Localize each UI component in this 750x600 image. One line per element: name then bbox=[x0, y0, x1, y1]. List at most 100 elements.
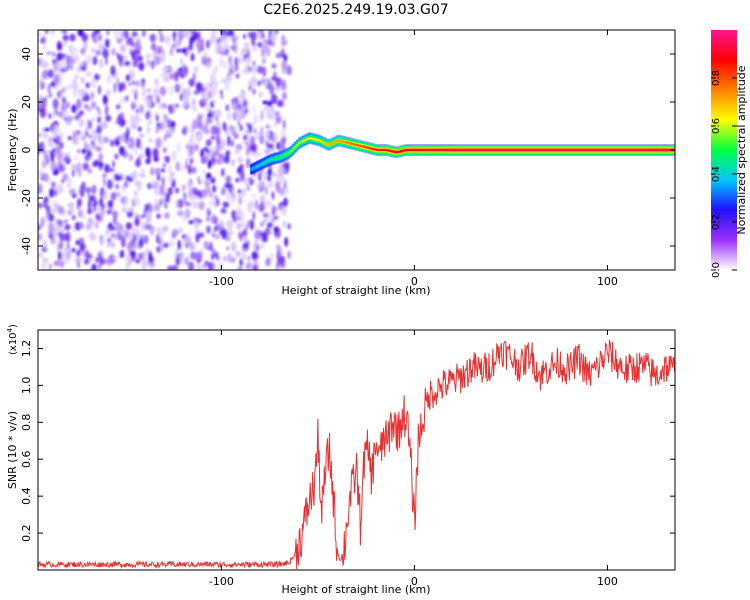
ridge-band bbox=[566, 148, 569, 152]
noise-speck bbox=[140, 32, 143, 37]
noise-speck bbox=[62, 87, 66, 93]
noise-speck bbox=[47, 69, 54, 79]
noise-speck bbox=[176, 142, 181, 153]
noise-speck bbox=[225, 150, 231, 157]
noise-speck bbox=[248, 85, 252, 92]
noise-speck bbox=[234, 56, 239, 67]
noise-speck bbox=[86, 188, 90, 199]
noise-speck bbox=[47, 137, 53, 143]
noise-speck bbox=[195, 190, 202, 197]
noise-speck bbox=[71, 193, 77, 198]
noise-speck bbox=[113, 82, 117, 93]
ridge-band bbox=[414, 148, 417, 152]
noise-speck bbox=[130, 143, 135, 150]
ridge-band bbox=[516, 148, 519, 152]
ridge-band bbox=[628, 148, 631, 152]
noise-speck bbox=[127, 140, 131, 149]
noise-speck bbox=[260, 221, 264, 228]
noise-speck bbox=[79, 119, 85, 126]
ridge-band bbox=[320, 140, 323, 143]
noise-speck bbox=[281, 68, 287, 75]
noise-speck bbox=[159, 184, 165, 193]
noise-speck bbox=[188, 78, 195, 87]
noise-speck bbox=[251, 65, 258, 75]
noise-speck bbox=[217, 262, 224, 270]
ridge-band bbox=[538, 148, 541, 152]
ridge-band bbox=[474, 148, 477, 152]
noise-speck bbox=[280, 48, 285, 58]
ridge-band bbox=[312, 137, 315, 141]
noise-speck bbox=[266, 100, 273, 107]
noise-speck bbox=[243, 135, 248, 141]
noise-speck bbox=[251, 39, 256, 46]
noise-speck bbox=[101, 121, 108, 130]
noise-speck bbox=[271, 205, 277, 214]
noise-speck bbox=[38, 252, 43, 258]
noise-speck bbox=[175, 48, 182, 53]
noise-speck bbox=[43, 127, 50, 132]
ridge-band bbox=[290, 149, 293, 153]
noise-speck bbox=[163, 67, 171, 72]
noise-speck bbox=[230, 45, 237, 51]
noise-speck bbox=[174, 83, 181, 93]
spectrogram-ytick-label: -40 bbox=[20, 237, 33, 255]
noise-speck bbox=[118, 82, 122, 93]
noise-speck bbox=[136, 108, 139, 114]
colorbar-tick-label: 0.6 bbox=[711, 118, 722, 134]
noise-speck bbox=[86, 250, 90, 260]
ridge-band bbox=[632, 148, 635, 152]
noise-speck bbox=[216, 255, 220, 261]
noise-speck bbox=[206, 112, 214, 118]
noise-speck bbox=[229, 124, 234, 131]
snr-xlabel: Height of straight line (km) bbox=[281, 583, 430, 596]
ridge-band bbox=[572, 148, 575, 152]
noise-speck bbox=[142, 31, 146, 37]
noise-speck bbox=[72, 224, 76, 234]
noise-speck bbox=[220, 93, 224, 100]
noise-speck bbox=[125, 74, 131, 82]
noise-speck bbox=[40, 141, 45, 152]
ridge-band bbox=[398, 150, 401, 153]
noise-speck bbox=[250, 31, 257, 41]
ridge-band bbox=[430, 148, 433, 152]
noise-speck bbox=[109, 240, 114, 247]
noise-speck bbox=[132, 226, 137, 235]
noise-speck bbox=[77, 30, 84, 37]
ridge-band bbox=[662, 148, 665, 152]
noise-speck bbox=[188, 220, 194, 225]
noise-speck bbox=[112, 173, 116, 182]
noise-speck bbox=[38, 225, 42, 230]
noise-speck bbox=[227, 227, 233, 237]
noise-speck bbox=[187, 182, 193, 192]
noise-speck bbox=[226, 192, 230, 201]
noise-speck bbox=[242, 187, 246, 197]
ridge-band bbox=[350, 142, 353, 145]
noise-speck bbox=[255, 199, 258, 210]
noise-speck bbox=[49, 234, 54, 240]
noise-speck bbox=[153, 203, 161, 212]
noise-speck bbox=[266, 200, 272, 207]
ridge-band bbox=[404, 149, 407, 152]
noise-speck bbox=[238, 55, 244, 65]
noise-speck bbox=[159, 198, 163, 207]
noise-speck bbox=[185, 157, 189, 169]
ridge-band bbox=[568, 148, 571, 152]
noise-speck bbox=[205, 63, 212, 70]
noise-speck bbox=[125, 262, 130, 270]
noise-speck bbox=[141, 82, 145, 89]
noise-speck bbox=[38, 152, 41, 158]
noise-speck bbox=[195, 135, 200, 143]
noise-speck bbox=[219, 30, 226, 35]
noise-speck bbox=[256, 183, 261, 188]
noise-speck bbox=[212, 185, 217, 193]
noise-speck bbox=[275, 244, 282, 252]
noise-speck bbox=[215, 146, 220, 155]
noise-speck bbox=[171, 229, 179, 236]
noise-speck bbox=[187, 164, 192, 175]
noise-speck bbox=[171, 120, 176, 127]
noise-speck bbox=[88, 198, 91, 210]
noise-speck bbox=[185, 242, 189, 249]
ridge-band bbox=[594, 148, 597, 152]
noise-speck bbox=[177, 239, 182, 251]
noise-speck bbox=[284, 236, 289, 247]
